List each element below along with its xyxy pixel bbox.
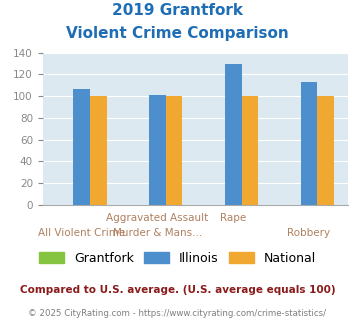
Text: Rape: Rape bbox=[220, 213, 246, 223]
Bar bbox=[73, 88, 90, 205]
Bar bbox=[166, 96, 182, 205]
Text: Aggravated Assault: Aggravated Assault bbox=[106, 213, 208, 223]
Legend: Grantfork, Illinois, National: Grantfork, Illinois, National bbox=[34, 247, 321, 270]
Text: © 2025 CityRating.com - https://www.cityrating.com/crime-statistics/: © 2025 CityRating.com - https://www.city… bbox=[28, 309, 327, 317]
Bar bbox=[317, 96, 334, 205]
Bar bbox=[149, 95, 166, 205]
Text: All Violent Crime: All Violent Crime bbox=[38, 228, 125, 238]
Text: Murder & Mans...: Murder & Mans... bbox=[113, 228, 202, 238]
Bar bbox=[301, 82, 317, 205]
Bar bbox=[241, 96, 258, 205]
Bar bbox=[90, 96, 106, 205]
Text: Violent Crime Comparison: Violent Crime Comparison bbox=[66, 26, 289, 41]
Text: Robbery: Robbery bbox=[288, 228, 331, 238]
Text: Compared to U.S. average. (U.S. average equals 100): Compared to U.S. average. (U.S. average … bbox=[20, 285, 335, 295]
Bar bbox=[225, 64, 241, 205]
Text: 2019 Grantfork: 2019 Grantfork bbox=[112, 3, 243, 18]
